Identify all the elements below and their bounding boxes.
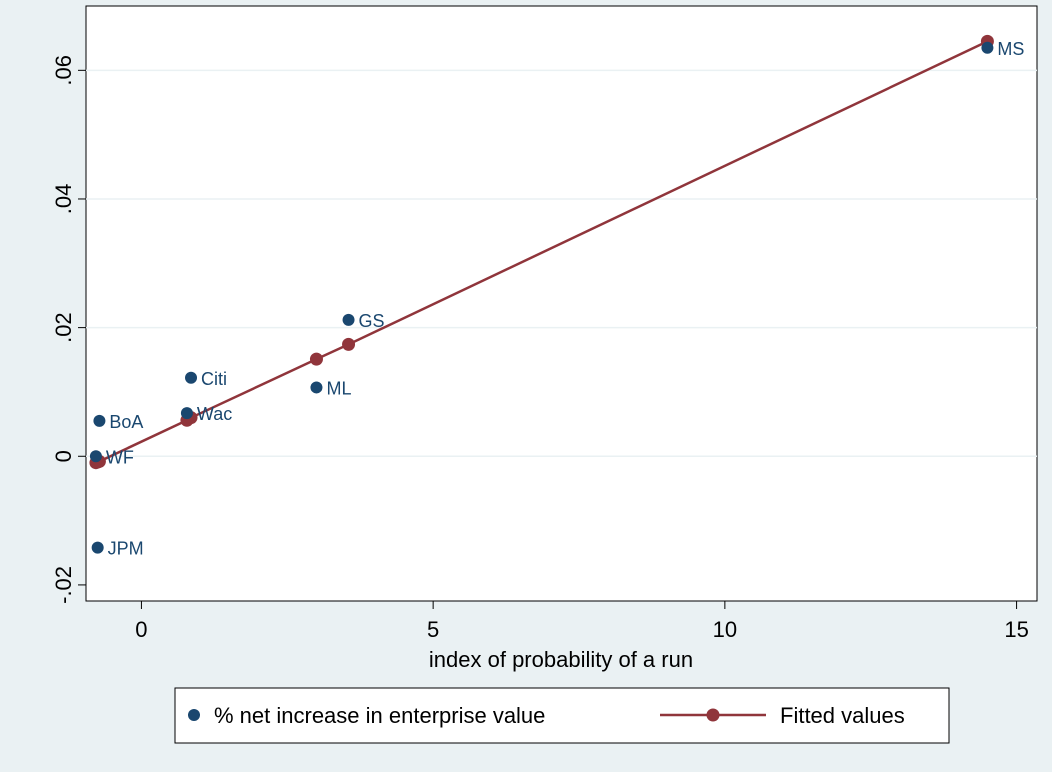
legend-label-fit: Fitted values	[780, 703, 905, 728]
point-label: MS	[997, 39, 1024, 59]
scatter-point	[89, 450, 102, 463]
scatter-point	[91, 541, 104, 554]
legend-label-scatter: % net increase in enterprise value	[214, 703, 545, 728]
point-label: BoA	[109, 412, 143, 432]
legend: % net increase in enterprise value Fitte…	[174, 687, 950, 744]
scatter-series: MS GS Citi ML Wac BoA WF JPM	[89, 39, 1024, 559]
scatter-point	[310, 381, 323, 394]
grid-lines	[86, 69, 1037, 458]
point-label: WF	[106, 447, 134, 467]
scatter-point	[180, 407, 193, 420]
scatter-point	[342, 313, 355, 326]
x-tick-label: 0	[135, 617, 147, 642]
legend-box	[174, 687, 950, 744]
x-tick-label: 15	[1004, 617, 1028, 642]
y-axis: -.02 0 .02 .04 .06	[51, 55, 86, 604]
fitted-point	[342, 337, 356, 351]
point-label: Wac	[197, 404, 232, 424]
plot-area	[85, 5, 1038, 602]
y-tick-label: .04	[51, 184, 76, 215]
y-tick-label: .02	[51, 312, 76, 343]
legend-scatter-marker	[188, 709, 200, 721]
scatter-point	[981, 41, 994, 54]
y-tick-label: -.02	[51, 566, 76, 604]
point-label: ML	[326, 378, 351, 398]
x-axis: 0 5 10 15	[135, 601, 1029, 642]
x-axis-title: index of probability of a run	[429, 647, 693, 672]
scatter-point	[93, 414, 106, 427]
y-tick-label: 0	[51, 450, 76, 462]
fitted-point	[309, 352, 323, 366]
point-label: GS	[359, 311, 385, 331]
x-tick-label: 5	[427, 617, 439, 642]
legend-fit-marker	[706, 708, 720, 722]
y-tick-label: .06	[51, 55, 76, 86]
scatter-point	[185, 371, 198, 384]
x-tick-label: 10	[713, 617, 737, 642]
point-label: JPM	[108, 539, 144, 559]
point-label: Citi	[201, 369, 227, 389]
